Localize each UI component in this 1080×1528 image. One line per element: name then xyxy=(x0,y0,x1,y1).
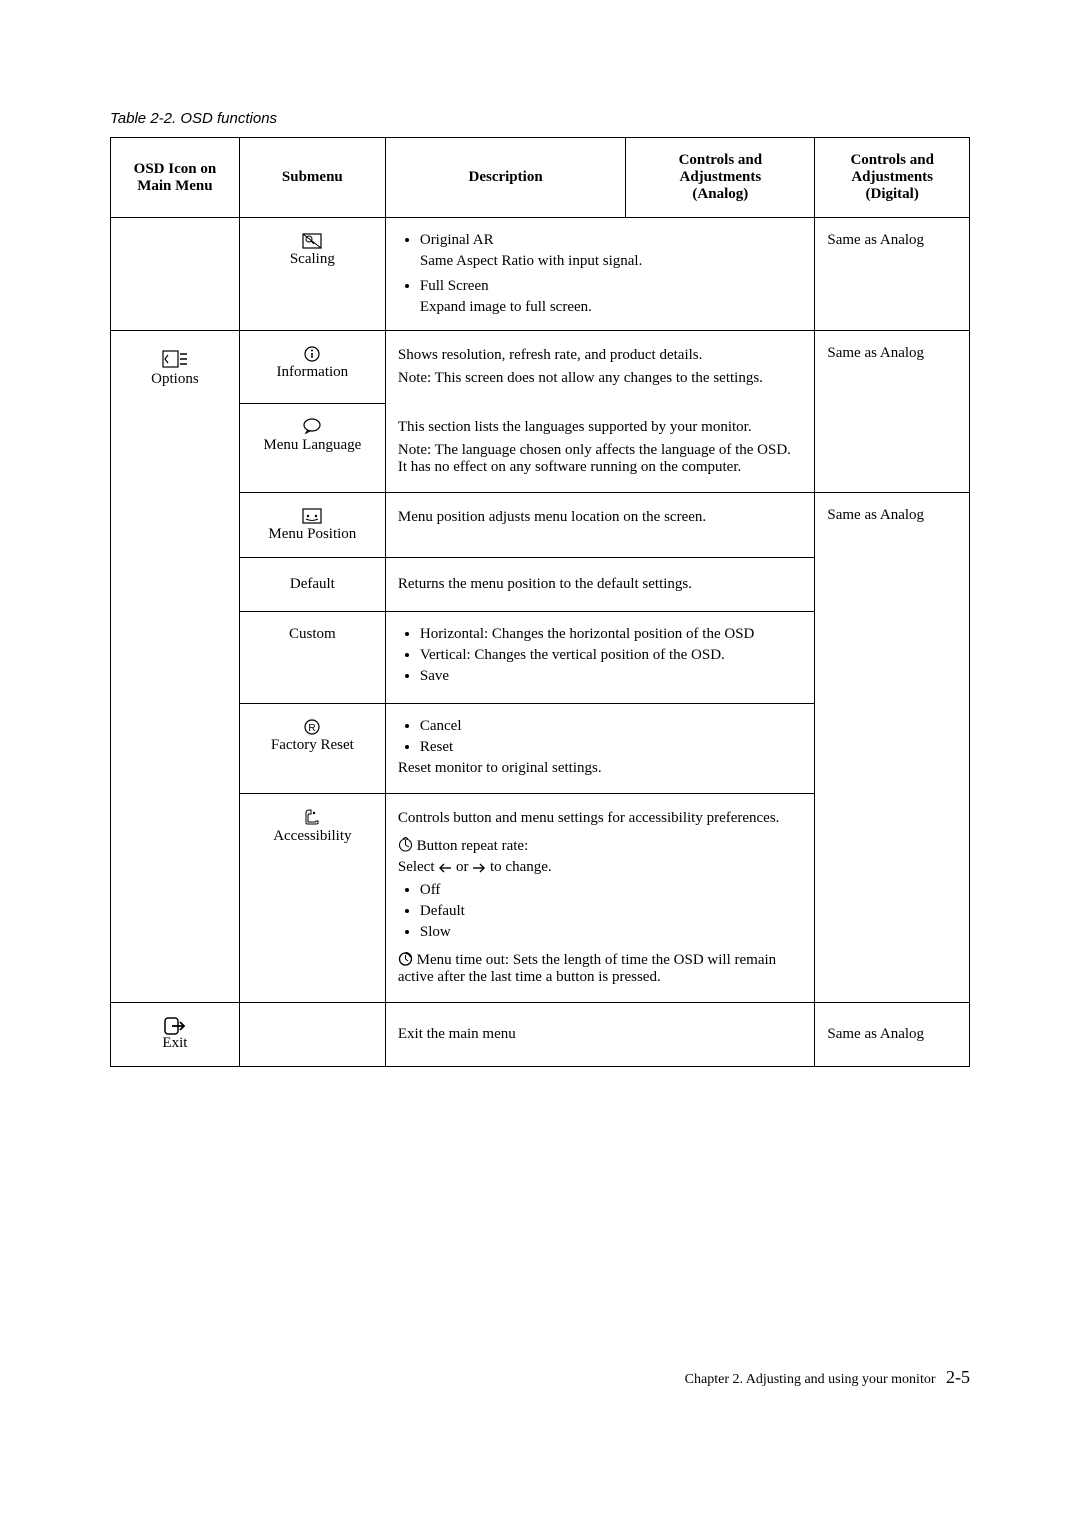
factory-reset-icon: R xyxy=(252,718,373,735)
table-caption: Table 2-2. OSD functions xyxy=(110,110,970,127)
cell-scaling-submenu: Scaling xyxy=(239,218,385,331)
cell-custom-desc: Horizontal: Changes the horizontal posit… xyxy=(385,612,815,704)
cell-menu-position-desc: Menu position adjusts menu location on t… xyxy=(385,493,815,558)
menu-timeout-icon xyxy=(398,951,413,966)
osd-functions-table: OSD Icon on Main Menu Submenu Descriptio… xyxy=(110,137,970,1067)
cell-accessibility-desc: Controls button and menu settings for ac… xyxy=(385,794,815,1003)
cell-default-desc: Returns the menu position to the default… xyxy=(385,558,815,612)
page-footer: Chapter 2. Adjusting and using your moni… xyxy=(110,1367,970,1388)
button-repeat-icon xyxy=(398,837,413,852)
header-submenu: Submenu xyxy=(239,138,385,218)
row-exit: Exit Exit the main menu Same as Analog xyxy=(111,1003,970,1067)
row-scaling: Scaling Original AR Same Aspect Ratio wi… xyxy=(111,218,970,331)
row-information: Options Information Shows resolution, re… xyxy=(111,331,970,404)
cell-information-submenu: Information xyxy=(239,331,385,404)
options-icon xyxy=(123,349,227,369)
cell-information-desc: Shows resolution, refresh rate, and prod… xyxy=(385,331,815,404)
menu-language-icon xyxy=(252,418,373,435)
exit-icon xyxy=(164,1017,186,1035)
cell-default-submenu: Default xyxy=(239,558,385,612)
cell-exit-submenu xyxy=(239,1003,385,1067)
cell-factory-reset-desc: Cancel Reset Reset monitor to original s… xyxy=(385,704,815,794)
information-icon xyxy=(252,345,373,362)
cell-exit-digital: Same as Analog xyxy=(815,1003,970,1067)
accessibility-icon xyxy=(252,808,373,826)
svg-text:R: R xyxy=(309,723,316,734)
cell-scaling-desc: Original AR Same Aspect Ratio with input… xyxy=(385,218,815,331)
cell-accessibility-submenu: Accessibility xyxy=(239,794,385,1003)
cell-exit-desc: Exit the main menu xyxy=(385,1003,815,1067)
cell-factory-reset-submenu: R Factory Reset xyxy=(239,704,385,794)
cell-information-digital: Same as Analog xyxy=(815,331,970,493)
header-controls-digital: Controls and Adjustments (Digital) xyxy=(815,138,970,218)
scaling-icon xyxy=(252,232,373,249)
header-row: OSD Icon on Main Menu Submenu Descriptio… xyxy=(111,138,970,218)
menu-position-icon xyxy=(252,507,373,524)
cell-menu-language-submenu: Menu Language xyxy=(239,403,385,493)
header-description: Description xyxy=(386,138,626,217)
cell-menu-language-desc: This section lists the languages support… xyxy=(385,403,815,493)
cell-custom-submenu: Custom xyxy=(239,612,385,704)
arrow-right-icon xyxy=(472,863,486,873)
cell-exit-main: Exit xyxy=(111,1003,240,1067)
row-menu-position: Menu Position Menu position adjusts menu… xyxy=(111,493,970,558)
arrow-left-icon xyxy=(438,863,452,873)
cell-menu-position-digital: Same as Analog xyxy=(815,493,970,1003)
cell-scaling-digital: Same as Analog xyxy=(815,218,970,331)
header-main-icon: OSD Icon on Main Menu xyxy=(111,138,240,218)
header-controls-analog: Controls and Adjustments (Analog) xyxy=(626,138,815,217)
cell-empty-main xyxy=(111,218,240,331)
cell-options-main: Options xyxy=(111,331,240,1003)
cell-menu-position-submenu: Menu Position xyxy=(239,493,385,558)
header-desc-analog: Description Controls and Adjustments (An… xyxy=(385,138,815,218)
